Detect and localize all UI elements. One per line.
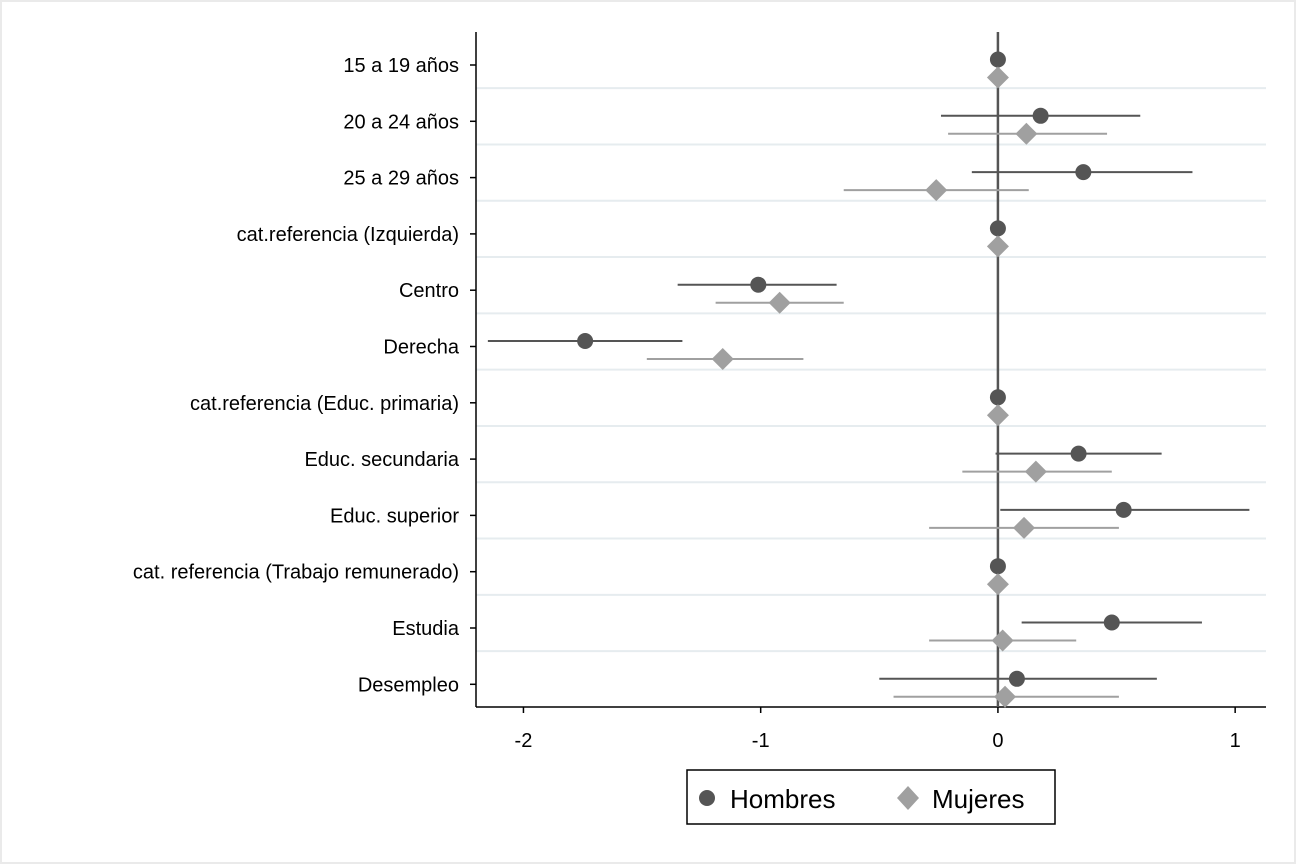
- point-hombres: [1115, 501, 1132, 518]
- category-label: Educ. superior: [330, 505, 459, 527]
- point-hombres: [1103, 614, 1120, 631]
- point-estimates: [577, 51, 1132, 708]
- category-label: 15 a 19 años: [343, 55, 459, 77]
- category-label: Educ. secundaria: [304, 449, 459, 471]
- point-hombres: [1032, 107, 1049, 124]
- point-mujeres: [1013, 516, 1036, 539]
- category-label: 25 a 29 años: [343, 168, 459, 190]
- point-hombres: [989, 51, 1006, 68]
- point-mujeres: [1024, 460, 1047, 483]
- point-hombres: [750, 276, 767, 293]
- x-tick-labels: -2 -1 0 1: [515, 730, 1241, 752]
- point-mujeres: [986, 66, 1009, 89]
- category-label: Centro: [399, 280, 459, 302]
- point-hombres: [989, 389, 1006, 406]
- legend-label-hombres: Hombres: [730, 784, 835, 814]
- point-hombres: [989, 558, 1006, 575]
- x-tick-label: -2: [515, 730, 533, 752]
- category-label: 20 a 24 años: [343, 111, 459, 133]
- point-mujeres: [986, 404, 1009, 427]
- legend-box: [686, 769, 1056, 825]
- point-mujeres: [925, 179, 948, 202]
- x-tick-label: 0: [992, 730, 1003, 752]
- gridlines: [476, 87, 1266, 653]
- confidence-intervals: [487, 114, 1250, 698]
- category-label: cat. referencia (Trabajo remunerado): [133, 562, 459, 584]
- category-label: Estudia: [392, 618, 460, 640]
- point-hombres: [989, 220, 1006, 237]
- point-mujeres: [1015, 122, 1038, 145]
- legend-marker-hombres: [699, 790, 715, 806]
- category-label: Derecha: [383, 337, 459, 359]
- point-hombres: [1070, 445, 1087, 462]
- point-mujeres: [986, 573, 1009, 596]
- point-hombres: [1008, 670, 1025, 687]
- axes: [470, 32, 1266, 713]
- legend-marker-mujeres: [897, 786, 919, 810]
- legend-label-mujeres: Mujeres: [932, 784, 1024, 814]
- x-tick-label: 1: [1230, 730, 1241, 752]
- category-labels: 15 a 19 años 20 a 24 años 25 a 29 años cat.…: [133, 55, 460, 696]
- point-mujeres: [991, 629, 1014, 652]
- point-mujeres: [768, 291, 791, 314]
- legend: Hombres Mujeres: [686, 769, 1056, 825]
- category-label: Desempleo: [358, 674, 459, 696]
- point-hombres: [1075, 164, 1092, 181]
- point-mujeres: [986, 235, 1009, 258]
- point-mujeres: [994, 685, 1017, 708]
- category-label: cat.referencia (Educ. primaria): [190, 393, 459, 415]
- point-mujeres: [711, 348, 734, 370]
- point-hombres: [577, 333, 594, 349]
- x-tick-label: -1: [752, 730, 770, 752]
- category-label: cat.referencia (Izquierda): [237, 224, 459, 246]
